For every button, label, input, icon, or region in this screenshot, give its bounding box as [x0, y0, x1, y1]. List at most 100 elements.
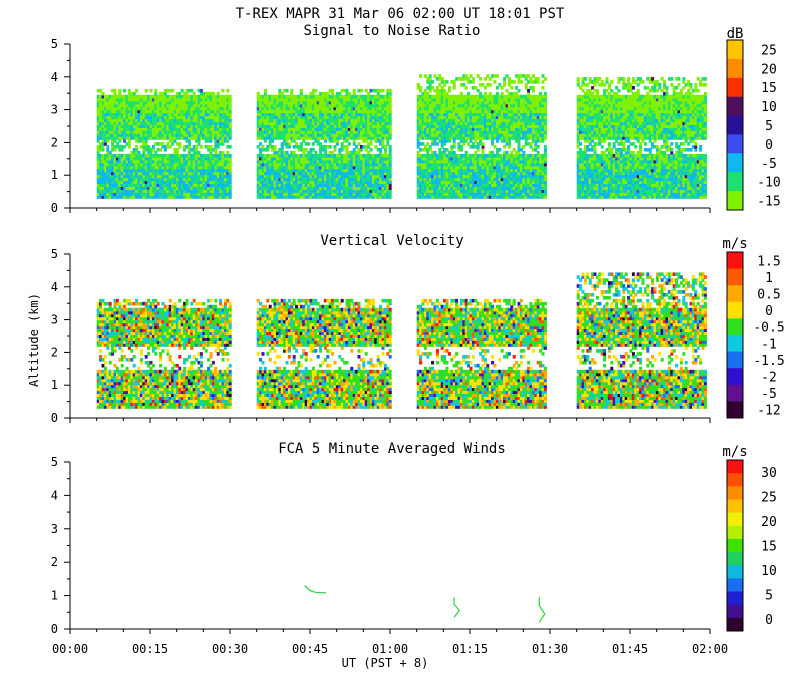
cell	[96, 100, 100, 105]
cell	[323, 156, 327, 161]
cell	[263, 130, 267, 134]
cell	[307, 115, 311, 120]
cell	[207, 192, 211, 196]
cell	[120, 103, 124, 108]
cell	[345, 186, 349, 190]
cell	[130, 159, 134, 164]
cell	[278, 121, 282, 125]
cell	[111, 88, 115, 93]
cell	[226, 127, 230, 131]
cell	[151, 103, 155, 108]
cell	[96, 106, 100, 111]
cell	[266, 171, 270, 176]
cell	[120, 145, 124, 149]
cell	[147, 168, 151, 173]
cell	[228, 171, 232, 176]
cell	[271, 177, 275, 182]
cell	[118, 148, 122, 152]
cell	[142, 150, 146, 155]
cell	[271, 165, 275, 170]
cell	[314, 189, 318, 193]
cell	[285, 153, 289, 158]
cell	[278, 195, 282, 199]
cell	[216, 97, 220, 102]
cell	[259, 94, 263, 99]
cell	[292, 171, 296, 176]
cell	[287, 118, 291, 123]
cell	[197, 109, 201, 114]
cell	[163, 168, 167, 173]
cell	[316, 159, 320, 164]
cell	[166, 186, 170, 190]
cell	[211, 183, 215, 187]
cell	[187, 115, 191, 120]
cell	[180, 112, 184, 117]
cell	[106, 136, 110, 140]
cell	[221, 115, 225, 120]
cell	[302, 130, 306, 134]
cell	[183, 174, 187, 179]
cell	[113, 118, 117, 123]
cell	[314, 168, 318, 173]
cell	[125, 153, 129, 158]
cell	[228, 156, 232, 161]
cell	[338, 186, 342, 190]
cell	[154, 183, 158, 187]
cell	[219, 189, 223, 193]
cell	[345, 100, 349, 105]
cell	[307, 156, 311, 161]
cell	[106, 130, 110, 134]
cell	[118, 118, 122, 123]
cell	[159, 133, 163, 137]
cell	[180, 115, 184, 120]
cell	[137, 112, 141, 117]
cell	[173, 195, 177, 199]
cell	[142, 100, 146, 105]
cell	[187, 94, 191, 99]
cell	[287, 192, 291, 196]
cell	[319, 136, 323, 140]
cell	[197, 165, 201, 170]
cell	[266, 180, 270, 184]
cell	[323, 103, 327, 108]
cell	[295, 186, 299, 190]
cell	[259, 156, 263, 161]
cell	[166, 118, 170, 123]
cell	[151, 180, 155, 184]
cell	[226, 153, 230, 158]
cell	[159, 183, 163, 187]
cell	[292, 168, 296, 173]
cell	[328, 139, 332, 143]
cell	[178, 106, 182, 111]
cell	[118, 91, 122, 96]
cell	[331, 112, 335, 117]
cell	[219, 115, 223, 120]
cell	[135, 195, 139, 199]
cell	[309, 112, 313, 117]
cell	[111, 189, 115, 193]
cell	[326, 165, 330, 170]
cell	[123, 162, 127, 167]
cell	[159, 112, 163, 117]
cell	[185, 112, 189, 117]
cell	[295, 97, 299, 102]
cell	[163, 118, 167, 123]
cell	[202, 103, 206, 108]
cell	[137, 136, 141, 140]
cell	[190, 100, 194, 105]
cell	[96, 171, 100, 176]
cell	[120, 127, 124, 131]
cell	[154, 115, 158, 120]
cell	[216, 139, 220, 143]
cell	[118, 121, 122, 125]
cell	[307, 127, 311, 131]
cell	[99, 100, 103, 105]
cell	[183, 97, 187, 102]
cell	[106, 124, 110, 128]
cell	[285, 168, 289, 173]
cell	[204, 156, 208, 161]
cell	[261, 156, 265, 161]
cell	[209, 130, 213, 134]
cell	[168, 115, 172, 120]
cell	[185, 183, 189, 187]
